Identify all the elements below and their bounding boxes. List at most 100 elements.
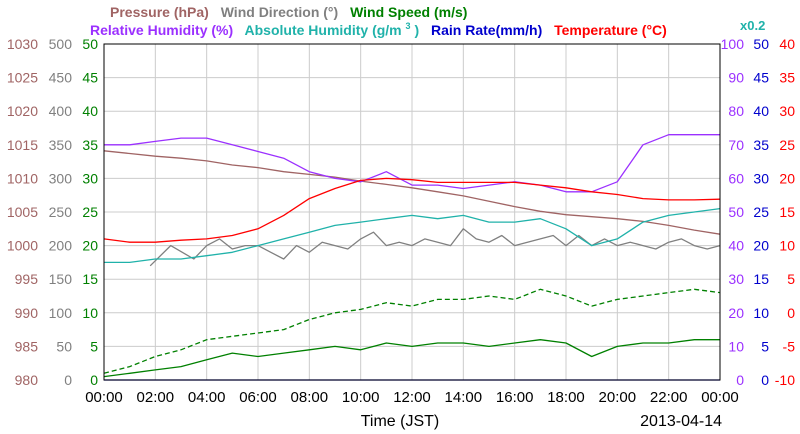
- legend-wind-speed: Wind Speed (m/s): [350, 4, 467, 20]
- y-tick-label-wind-direction: 450: [49, 70, 73, 86]
- y-tick-label-pressure: 1025: [7, 70, 38, 86]
- y-tick-label-temperature: -10: [775, 372, 795, 388]
- x-tick-label: 04:00: [188, 389, 226, 406]
- y-tick-label-wind-speed: 20: [82, 238, 98, 254]
- x-tick-label: 22:00: [650, 389, 688, 406]
- y-tick-label-humidity: 40: [728, 238, 744, 254]
- legend-scale-note: x0.2: [740, 18, 765, 33]
- y-tick-label-wind-speed: 50: [82, 36, 98, 52]
- x-tick-label: 20:00: [599, 389, 637, 406]
- y-tick-label-temperature: 25: [779, 137, 795, 153]
- x-tick-label: 10:00: [342, 389, 380, 406]
- legend-absolute-humidity-close: ): [414, 22, 419, 38]
- y-tick-label-temperature: 35: [779, 70, 795, 86]
- y-tick-label-wind-speed: 0: [90, 372, 98, 388]
- x-tick-label: 00:00: [701, 389, 739, 406]
- y-tick-label-temperature: 15: [779, 204, 795, 220]
- y-tick-label-rain: 0: [761, 372, 769, 388]
- y-tick-label-temperature: 0: [787, 305, 795, 321]
- y-tick-label-temperature: 30: [779, 103, 795, 119]
- y-tick-label-temperature: 40: [779, 36, 795, 52]
- y-tick-label-wind-speed: 10: [82, 305, 98, 321]
- series-line-0: [103, 150, 721, 235]
- series-line-5: [104, 207, 721, 264]
- x-tick-label: 08:00: [291, 389, 329, 406]
- y-tick-label-rain: 35: [753, 137, 769, 153]
- y-tick-label-wind-direction: 500: [49, 36, 73, 52]
- y-tick-label-wind-direction: 400: [49, 103, 73, 119]
- legend-wind-direction: Wind Direction (°): [221, 4, 338, 20]
- legend-temperature: Temperature (°C): [554, 22, 667, 38]
- y-tick-label-pressure: 1020: [7, 103, 38, 119]
- series-line-2: [103, 288, 721, 374]
- chart-date: 2013-04-14: [640, 413, 722, 430]
- y-tick-label-humidity: 10: [728, 338, 744, 354]
- y-tick-label-humidity: 100: [721, 36, 745, 52]
- y-tick-label-wind-speed: 30: [82, 170, 98, 186]
- plot-frame: [103, 43, 721, 381]
- y-tick-label-pressure: 1005: [7, 204, 38, 220]
- y-tick-label-wind-direction: 250: [49, 204, 73, 220]
- y-tick-label-rain: 20: [753, 238, 769, 254]
- legend-pressure: Pressure (hPa): [110, 4, 209, 20]
- y-tick-label-pressure: 980: [15, 372, 39, 388]
- y-tick-label-rain: 15: [753, 271, 769, 287]
- y-tick-label-pressure: 1030: [7, 36, 38, 52]
- x-tick-label: 00:00: [85, 389, 123, 406]
- y-tick-label-rain: 30: [753, 170, 769, 186]
- y-tick-label-temperature: 5: [787, 271, 795, 287]
- x-tick-label: 14:00: [445, 389, 483, 406]
- y-axis-ticks: 1030102510201015101010051000995990985980…: [7, 36, 795, 388]
- x-axis-title: Time (JST): [361, 413, 440, 430]
- y-tick-label-wind-speed: 45: [82, 70, 98, 86]
- y-tick-label-wind-direction: 150: [49, 271, 73, 287]
- y-tick-label-rain: 45: [753, 70, 769, 86]
- y-tick-label-wind-direction: 200: [49, 238, 73, 254]
- y-tick-label-pressure: 985: [15, 338, 39, 354]
- y-tick-label-wind-direction: 50: [56, 338, 72, 354]
- y-tick-label-humidity: 20: [728, 305, 744, 321]
- legend-rain-rate: Rain Rate(mm/h): [431, 22, 542, 38]
- y-tick-label-temperature: 10: [779, 238, 795, 254]
- y-tick-label-wind-direction: 300: [49, 170, 73, 186]
- y-tick-label-pressure: 1000: [7, 238, 38, 254]
- y-tick-label-humidity: 90: [728, 70, 744, 86]
- series-line-6: [103, 177, 721, 243]
- x-axis-ticks: 00:00 02:00 04:00 06:00 08:00 10:00 12:00 14:00…: [85, 389, 739, 406]
- series-line-4: [104, 134, 720, 193]
- y-tick-label-wind-speed: 35: [82, 137, 98, 153]
- y-tick-label-wind-speed: 5: [90, 338, 98, 354]
- y-tick-label-rain: 25: [753, 204, 769, 220]
- x-tick-label: 06:00: [239, 389, 277, 406]
- y-tick-label-rain: 5: [761, 338, 769, 354]
- series-line-1: [149, 228, 721, 267]
- y-tick-label-humidity: 80: [728, 103, 744, 119]
- y-tick-label-pressure: 1015: [7, 137, 38, 153]
- y-tick-label-rain: 10: [753, 305, 769, 321]
- legend-row-1: Pressure (hPa) Wind Direction (°) Wind S…: [110, 4, 467, 20]
- y-tick-label-wind-direction: 100: [49, 305, 73, 321]
- series-lines: [103, 134, 721, 381]
- y-tick-label-temperature: -5: [783, 338, 796, 354]
- x-tick-label: 02:00: [137, 389, 175, 406]
- y-tick-label-rain: 50: [753, 36, 769, 52]
- y-tick-label-wind-direction: 350: [49, 137, 73, 153]
- x-tick-label: 16:00: [496, 389, 534, 406]
- y-tick-label-humidity: 0: [736, 372, 744, 388]
- y-tick-label-humidity: 50: [728, 204, 744, 220]
- x-tick-label: 18:00: [547, 389, 585, 406]
- legend-absolute-humidity: Absolute Humidity (g/m: [245, 22, 402, 38]
- y-tick-label-pressure: 990: [15, 305, 39, 321]
- y-tick-label-temperature: 20: [779, 170, 795, 186]
- legend-row-2: Relative Humidity (%) Absolute Humidity …: [90, 16, 667, 38]
- y-tick-label-wind-speed: 25: [82, 204, 98, 220]
- grid-lines: [103, 43, 721, 381]
- y-tick-label-rain: 40: [753, 103, 769, 119]
- y-tick-label-pressure: 995: [15, 271, 39, 287]
- series-line-3: [103, 339, 720, 378]
- y-tick-label-humidity: 70: [728, 137, 744, 153]
- y-tick-label-wind-speed: 40: [82, 103, 98, 119]
- y-tick-label-wind-direction: 0: [64, 372, 72, 388]
- y-tick-label-humidity: 30: [728, 271, 744, 287]
